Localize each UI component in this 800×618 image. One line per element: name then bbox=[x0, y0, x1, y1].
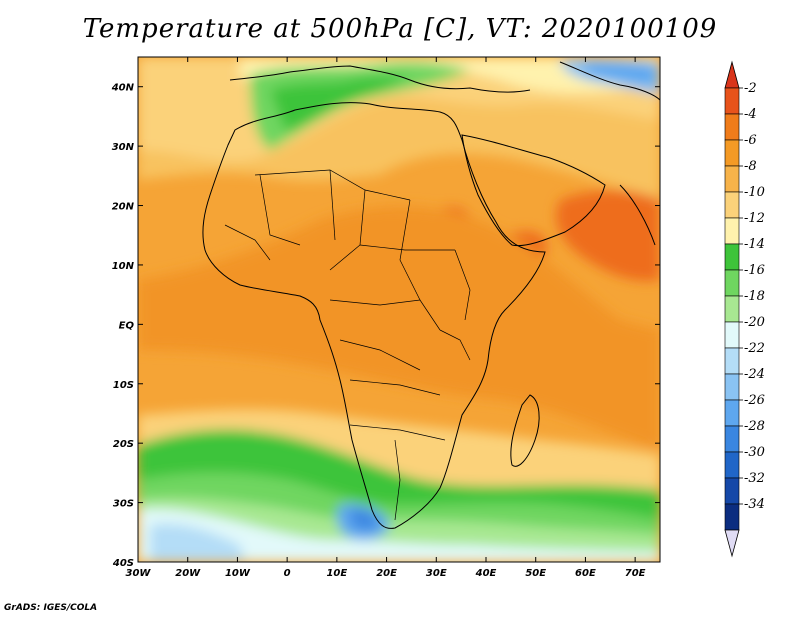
coastline bbox=[202, 61, 660, 529]
colorbar-label: -30 bbox=[744, 445, 765, 460]
longitude-axis: 30W 20W 10W 0 10E 20E 30E 40E 50E 60E 70E bbox=[126, 57, 646, 579]
lat-tick-label: 10S bbox=[113, 380, 134, 391]
lat-tick-label: 40N bbox=[111, 83, 135, 94]
colorbar-swatch bbox=[724, 139, 740, 167]
map-frame bbox=[137, 56, 661, 563]
colorbar: -2 -4 -6 -8 -10 -12 -14 -16 -18 -20 -22 -24 -26 -28 -3… bbox=[724, 60, 765, 558]
colorbar-label: -24 bbox=[744, 367, 765, 382]
lon-tick-label: 60E bbox=[575, 568, 596, 579]
country-borders bbox=[224, 169, 471, 521]
colorbar-swatch bbox=[724, 347, 740, 375]
colorbar-swatch bbox=[724, 87, 740, 115]
lat-tick-label: 20N bbox=[112, 202, 135, 213]
lon-tick-label: 20W bbox=[175, 568, 201, 579]
lat-tick-label: 20S bbox=[113, 439, 134, 450]
lat-tick-label: 30S bbox=[113, 499, 134, 510]
latitude-axis: 40N 30N 20N 10N EQ 10S 20S 30S 40S bbox=[111, 83, 660, 569]
colorbar-label: -8 bbox=[744, 159, 757, 174]
colorbar-label: -32 bbox=[744, 471, 765, 486]
lat-tick-label: 30N bbox=[112, 142, 135, 153]
colorbar-swatch bbox=[724, 399, 740, 427]
colorbar-label: -2 bbox=[744, 81, 757, 96]
colorbar-label: -20 bbox=[744, 315, 765, 330]
colorbar-label: -34 bbox=[744, 497, 765, 512]
lat-tick-label: 40S bbox=[112, 558, 134, 569]
colorbar-label: -14 bbox=[744, 237, 765, 252]
map-title: Temperature at 500hPa [C], VT: 202010010… bbox=[82, 14, 718, 44]
credit-text: GrADS: IGES/COLA bbox=[4, 603, 98, 613]
colorbar-swatch bbox=[724, 477, 740, 505]
colorbar-swatch bbox=[724, 269, 740, 297]
colorbar-label: -28 bbox=[744, 419, 765, 434]
lon-tick-label: 30E bbox=[426, 568, 447, 579]
lon-tick-label: 0 bbox=[284, 568, 291, 579]
colorbar-label: -22 bbox=[744, 341, 765, 356]
colorbar-swatch bbox=[724, 113, 740, 141]
lon-tick-label: 70E bbox=[625, 568, 646, 579]
colorbar-label: -4 bbox=[744, 107, 757, 122]
colorbar-swatch bbox=[724, 321, 740, 349]
lon-tick-label: 30W bbox=[126, 568, 152, 579]
lon-tick-label: 40E bbox=[475, 568, 497, 579]
colorbar-swatch bbox=[724, 191, 740, 219]
colorbar-swatch bbox=[724, 217, 740, 245]
colorbar-swatch bbox=[724, 451, 740, 479]
colorbar-label: -10 bbox=[744, 185, 765, 200]
colorbar-top-arrow bbox=[724, 60, 740, 89]
lat-tick-label: EQ bbox=[119, 320, 135, 331]
colorbar-swatch bbox=[724, 243, 740, 271]
lon-tick-label: 10E bbox=[326, 568, 347, 579]
lon-tick-label: 50E bbox=[525, 568, 546, 579]
colorbar-swatch bbox=[724, 425, 740, 453]
colorbar-swatch bbox=[724, 373, 740, 401]
lat-tick-label: 10N bbox=[112, 261, 135, 272]
colorbar-bottom-arrow bbox=[724, 529, 740, 558]
colorbar-label: -16 bbox=[744, 263, 765, 278]
lon-tick-label: 10W bbox=[225, 568, 251, 579]
colorbar-label: -18 bbox=[744, 289, 765, 304]
colorbar-label: -26 bbox=[744, 393, 765, 408]
colorbar-label: -6 bbox=[744, 133, 757, 148]
colorbar-swatch bbox=[724, 295, 740, 323]
colorbar-label: -12 bbox=[744, 211, 765, 226]
lon-tick-label: 20E bbox=[376, 568, 397, 579]
colorbar-swatch bbox=[724, 165, 740, 193]
colorbar-swatch bbox=[724, 503, 740, 531]
temperature-field bbox=[138, 57, 660, 562]
